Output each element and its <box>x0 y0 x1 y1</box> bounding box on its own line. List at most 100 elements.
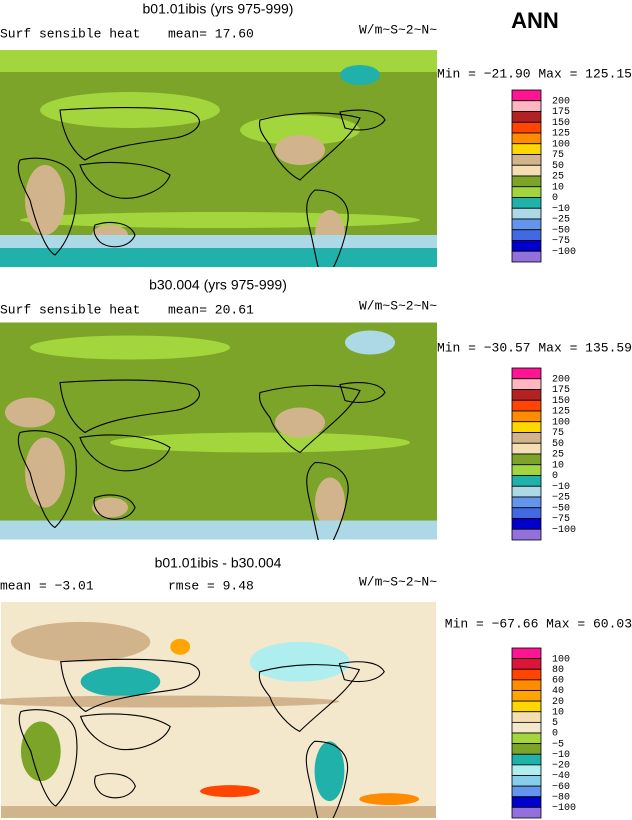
colorbar-label: 175 <box>552 107 570 118</box>
colorbar-swatch <box>511 218 542 231</box>
colorbar-label: 0 <box>552 471 558 482</box>
colorbar-label: −40 <box>552 771 570 782</box>
colorbar-swatch <box>511 785 542 798</box>
map-panel <box>0 50 437 267</box>
panel-title: b30.004 (yrs 975-999) <box>149 277 287 293</box>
colorbar-label: 150 <box>552 118 570 129</box>
colorbar-label: −100 <box>552 803 576 814</box>
colorbar-label: 10 <box>552 707 564 718</box>
colorbar-swatch <box>511 229 542 241</box>
colorbar-label: 5 <box>552 718 558 729</box>
colorbar-label: 0 <box>552 729 558 740</box>
colorbar-swatch <box>511 764 542 776</box>
colorbar-label: 40 <box>552 686 564 697</box>
colorbar-label: 25 <box>552 172 564 183</box>
colorbar-swatch <box>511 668 542 681</box>
colorbar-swatch <box>511 367 542 380</box>
colorbar-swatch <box>511 164 542 177</box>
colorbar-label: 200 <box>552 374 570 385</box>
panel-left-text: Surf sensible heat <box>0 26 140 41</box>
colorbar-label: −100 <box>552 525 576 536</box>
colorbar-swatch <box>511 806 542 819</box>
colorbar-label: 75 <box>552 150 564 161</box>
colorbar-swatch <box>511 399 542 412</box>
colorbar-swatch <box>511 197 542 209</box>
panel-range: Min = −67.66 Max = 60.03 <box>445 616 632 631</box>
colorbar-label: 0 <box>552 193 558 204</box>
season-label: ANN <box>511 8 559 33</box>
panel-range: Min = −21.90 Max = 125.15 <box>437 66 632 81</box>
colorbar-label: 50 <box>552 161 564 172</box>
colorbar-label: 125 <box>552 129 570 140</box>
colorbar-label: 200 <box>552 96 570 107</box>
colorbar-swatch <box>511 775 542 787</box>
panel-left-text: Surf sensible heat <box>0 302 140 317</box>
colorbar-label: −20 <box>552 761 570 772</box>
colorbar-label: 25 <box>552 450 564 461</box>
colorbar-swatch <box>511 453 542 466</box>
colorbar-swatch <box>511 154 542 166</box>
panel-title: b01.01ibis (yrs 975-999) <box>143 1 294 17</box>
colorbar-label: −5 <box>552 739 564 750</box>
colorbar-label: −10 <box>552 482 570 493</box>
panel-stat-text: rmse = 9.48 <box>168 578 254 593</box>
map-panel <box>0 322 437 540</box>
panel-stat-text: mean= 17.60 <box>168 26 254 41</box>
colorbar-swatch <box>511 690 542 702</box>
colorbar-swatch <box>511 410 542 423</box>
colorbar-label: 150 <box>552 396 570 407</box>
colorbar-label: 100 <box>552 139 570 150</box>
colorbar-swatch <box>511 679 542 691</box>
colorbar-swatch <box>511 378 542 390</box>
map-panel <box>0 602 437 818</box>
colorbar-swatch <box>511 100 542 112</box>
colorbar-label: −50 <box>552 503 570 514</box>
colorbar-swatch <box>511 753 542 766</box>
colorbar-label: −75 <box>552 514 570 525</box>
colorbar-label: 80 <box>552 665 564 676</box>
colorbar-label: 100 <box>552 417 570 428</box>
panel-title: b01.01ibis - b30.004 <box>155 555 282 571</box>
colorbar-label: −10 <box>552 750 570 761</box>
colorbar-label: 125 <box>552 407 570 418</box>
colorbar-swatch <box>511 464 542 476</box>
colorbar-swatch <box>511 207 542 220</box>
colorbar-swatch <box>511 143 542 155</box>
colorbar-label: −25 <box>552 493 570 504</box>
colorbar-label: −50 <box>552 225 570 236</box>
colorbar-label: −25 <box>552 215 570 226</box>
colorbar-swatch <box>511 89 542 102</box>
colorbar-label: 10 <box>552 460 564 471</box>
colorbar-swatch <box>511 421 542 433</box>
colorbar-swatch <box>511 647 542 660</box>
colorbar-swatch <box>511 432 542 444</box>
colorbar-label: 75 <box>552 428 564 439</box>
colorbar-label: −80 <box>552 792 570 803</box>
colorbar-label: −100 <box>552 247 576 258</box>
colorbar-swatch <box>511 111 542 123</box>
colorbar-label: 50 <box>552 439 564 450</box>
panel-units: W/m~S~2~N~ <box>359 574 437 589</box>
colorbar-swatch <box>511 250 542 263</box>
colorbar-label: 10 <box>552 182 564 193</box>
colorbar-swatch <box>511 658 542 670</box>
colorbar-swatch <box>511 121 542 134</box>
colorbar-swatch <box>511 518 542 530</box>
colorbar-label: −10 <box>552 204 570 215</box>
colorbar-swatch <box>511 389 542 401</box>
colorbar-swatch <box>511 442 542 455</box>
colorbar-swatch <box>511 132 542 145</box>
colorbar-swatch <box>511 743 542 755</box>
colorbar-swatch <box>511 796 542 808</box>
panel-units: W/m~S~2~N~ <box>359 22 437 37</box>
colorbar-swatch <box>511 528 542 541</box>
colorbar-label: 175 <box>552 385 570 396</box>
colorbar-swatch <box>511 721 542 734</box>
panel-range: Min = −30.57 Max = 135.59 <box>437 340 632 355</box>
colorbar-label: 100 <box>552 654 570 665</box>
panel-units: W/m~S~2~N~ <box>359 298 437 313</box>
colorbar-label: −60 <box>552 782 570 793</box>
colorbar-label: 60 <box>552 676 564 687</box>
colorbar-swatch <box>511 711 542 723</box>
